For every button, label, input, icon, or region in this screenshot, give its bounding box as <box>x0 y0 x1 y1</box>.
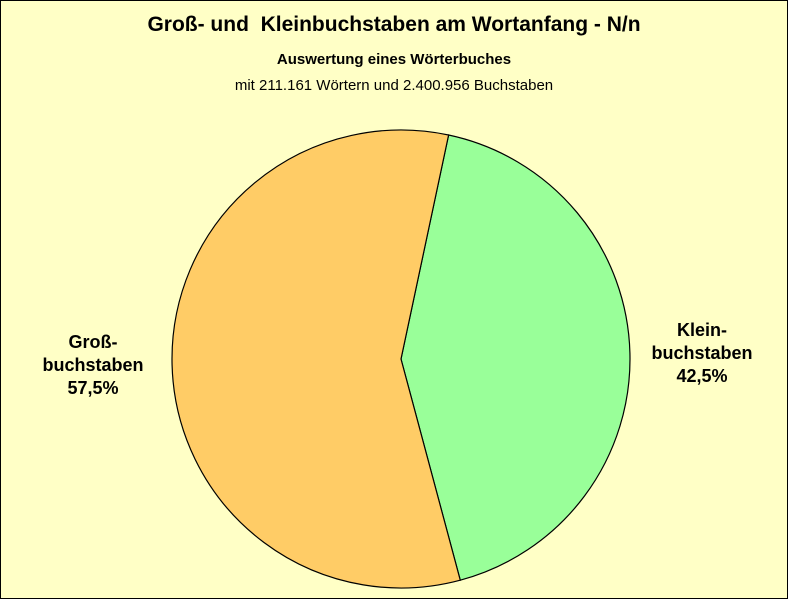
slice-label-line: Klein- <box>676 320 727 340</box>
slice-label-kleinbuchstaben: Klein- buchstaben 42,5% <box>617 319 787 388</box>
slice-value-label: 57,5% <box>67 378 119 398</box>
slice-label-line: Groß- <box>68 332 118 352</box>
slice-label-grossbuchstaben: Groß- buchstaben 57,5% <box>8 331 178 400</box>
slice-label-line: buchstaben <box>651 343 753 363</box>
pie-slice-1 <box>171 129 462 589</box>
slice-value-label: 42,5% <box>676 366 728 386</box>
chart-title: Groß- und Kleinbuchstaben am Wortanfang … <box>147 13 641 36</box>
chart-subtitle: Auswertung eines Wörterbuches <box>276 51 512 68</box>
chart-subtitle-detail: mit 211.161 Wörtern und 2.400.956 Buchst… <box>234 77 554 94</box>
slice-label-line: buchstaben <box>42 355 144 375</box>
pie-slice-0 <box>400 134 631 581</box>
